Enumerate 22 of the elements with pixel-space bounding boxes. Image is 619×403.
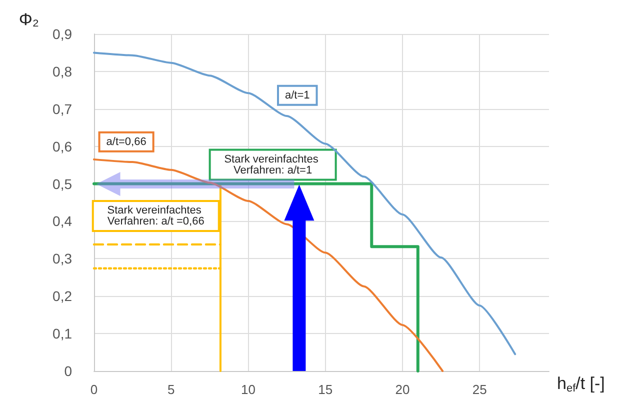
y-tick-label: 0,6	[52, 138, 72, 154]
x-tick-label: 0	[90, 382, 98, 397]
y-axis-title: Φ₂	[18, 10, 39, 29]
y-tick-label: 0,5	[52, 176, 72, 192]
y-tick-label: 0,8	[52, 63, 72, 80]
x-tick-label: 25	[472, 382, 487, 397]
y-tick-label: 0,2	[52, 288, 72, 304]
x-tick-label: 20	[395, 382, 410, 397]
y-tick-label: 0,3	[52, 250, 72, 267]
x-tick-label: 15	[318, 382, 333, 397]
y-tick-label: 0,7	[52, 100, 72, 117]
line-series	[93, 52, 516, 356]
series-label: a/t=0,66	[106, 136, 146, 148]
y-tick-label: 0,1	[52, 326, 72, 342]
series-label: Stark vereinfachtes Verfahren: a/t =0,66	[107, 204, 204, 228]
series-label: Stark vereinfachtes Verfahren: a/t=1	[224, 153, 322, 176]
y-tick-label: 0	[64, 363, 72, 379]
series-label: a/t=1	[284, 89, 310, 102]
x-tick-label: 5	[168, 382, 175, 397]
y-tick-label: 0,9	[52, 26, 72, 42]
x-tick-label: 10	[241, 382, 256, 397]
y-tick-label: 0,4	[52, 213, 72, 230]
